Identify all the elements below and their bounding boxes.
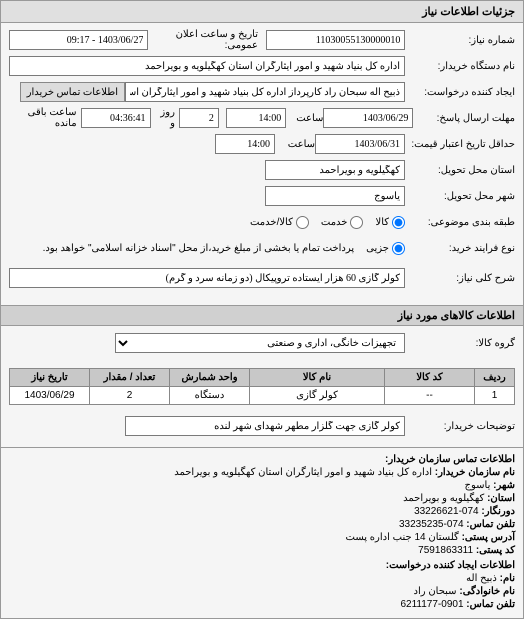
- cell-name: کولر گازی: [250, 387, 385, 405]
- goods-section-title: اطلاعات کالاهای مورد نیاز: [1, 305, 523, 326]
- buyer-contact-button[interactable]: اطلاعات تماس خریدار: [20, 82, 125, 102]
- row-province: استان محل تحویل:: [9, 159, 515, 181]
- response-deadline-label: مهلت ارسال پاسخ:: [413, 113, 515, 124]
- city-label: شهر محل تحویل:: [405, 191, 515, 202]
- row-need-title: شرح کلی نیاز:: [9, 267, 515, 289]
- row-need-number: شماره نیاز: تاریخ و ساعت اعلان عمومی:: [9, 29, 515, 51]
- col-unit: واحد شمارش: [170, 369, 250, 387]
- contact-section-title: اطلاعات تماس سازمان خریدار:: [9, 454, 515, 465]
- response-days[interactable]: [179, 108, 219, 128]
- row-city: شهر محل تحویل:: [9, 185, 515, 207]
- price-validity-label: حداقل تاریخ اعتبار قیمت:: [405, 139, 515, 150]
- contact-phone2: تلفن تماس: 0901-6211177: [9, 599, 515, 610]
- need-details-panel: جزئیات اطلاعات نیاز شماره نیاز: تاریخ و …: [0, 0, 524, 619]
- requester-label: ایجاد کننده درخواست:: [405, 87, 515, 98]
- response-deadline-date[interactable]: [323, 108, 413, 128]
- row-purchase-type: نوع فرایند خرید: جزیی پرداخت تمام یا بخش…: [9, 237, 515, 259]
- goods-table: ردیف کد کالا نام کالا واحد شمارش تعداد /…: [9, 368, 515, 405]
- panel-title: جزئیات اطلاعات نیاز: [1, 1, 523, 23]
- col-code: کد کالا: [385, 369, 475, 387]
- row-requester: ایجاد کننده درخواست: اطلاعات تماس خریدار: [9, 81, 515, 103]
- announce-datetime-input[interactable]: [9, 30, 148, 50]
- requester-info-title: اطلاعات ایجاد کننده درخواست:: [9, 560, 515, 571]
- col-date: تاریخ نیاز: [10, 369, 90, 387]
- contact-section: اطلاعات تماس سازمان خریدار: نام سازمان خ…: [1, 447, 523, 618]
- row-buyer-org: نام دستگاه خریدار:: [9, 55, 515, 77]
- contact-fax: دورنگار: 074-33226621: [9, 506, 515, 517]
- main-fields: شماره نیاز: تاریخ و ساعت اعلان عمومی: نا…: [1, 23, 523, 299]
- province-input[interactable]: [265, 160, 405, 180]
- time-label-1: ساعت: [286, 113, 323, 124]
- contact-org: نام سازمان خریدار: اداره کل بنیاد شهید و…: [9, 467, 515, 478]
- need-title-label: شرح کلی نیاز:: [405, 273, 515, 284]
- goods-group-label: گروه کالا:: [405, 338, 515, 349]
- buyer-desc-label: توضیحات خریدار:: [405, 421, 515, 432]
- radio-khedmat[interactable]: خدمت: [321, 216, 364, 229]
- radio-kala-khedmat-input[interactable]: [296, 216, 309, 229]
- row-subject-type: طبقه بندی موضوعی: کالا خدمت کالا/خدمت: [9, 211, 515, 233]
- price-validity-time[interactable]: [215, 134, 275, 154]
- days-label: روز و: [151, 107, 179, 129]
- col-qty: تعداد / مقدار: [90, 369, 170, 387]
- table-row[interactable]: 1 -- کولر گازی دستگاه 2 1403/06/29: [10, 387, 515, 405]
- subject-type-radios: کالا خدمت کالا/خدمت: [250, 216, 405, 229]
- need-number-input[interactable]: [266, 30, 405, 50]
- cell-date: 1403/06/29: [10, 387, 90, 405]
- radio-kala-khedmat[interactable]: کالا/خدمت: [250, 216, 309, 229]
- cell-unit: دستگاه: [170, 387, 250, 405]
- buyer-org-label: نام دستگاه خریدار:: [405, 61, 515, 72]
- announce-datetime-label: تاریخ و ساعت اعلان عمومی:: [148, 29, 258, 51]
- col-name: نام کالا: [250, 369, 385, 387]
- goods-table-wrap: ردیف کد کالا نام کالا واحد شمارش تعداد /…: [1, 364, 523, 409]
- cell-row: 1: [475, 387, 515, 405]
- radio-kala-input[interactable]: [392, 216, 405, 229]
- radio-jozei[interactable]: جزیی: [366, 242, 405, 255]
- response-remaining[interactable]: [81, 108, 151, 128]
- purchase-type-label: نوع فرایند خرید:: [405, 243, 515, 254]
- price-validity-date[interactable]: [315, 134, 405, 154]
- subject-type-label: طبقه بندی موضوعی:: [405, 217, 515, 228]
- contact-lastname: نام خانوادگی: سبحان راد: [9, 586, 515, 597]
- contact-province: استان: کهگیلویه و بویراحمد: [9, 493, 515, 504]
- table-header-row: ردیف کد کالا نام کالا واحد شمارش تعداد /…: [10, 369, 515, 387]
- radio-kala[interactable]: کالا: [375, 216, 405, 229]
- buyer-desc-input[interactable]: [125, 416, 405, 436]
- goods-group-select[interactable]: تجهیزات خانگی، اداری و صنعتی: [115, 333, 405, 353]
- contact-address: آدرس پستی: گلستان 14 جنب اداره پست: [9, 532, 515, 543]
- row-price-validity: حداقل تاریخ اعتبار قیمت: ساعت: [9, 133, 515, 155]
- col-row: ردیف: [475, 369, 515, 387]
- radio-khedmat-input[interactable]: [350, 216, 363, 229]
- contact-firstname: نام: ذبیح اله: [9, 573, 515, 584]
- contact-city: شهر: یاسوج: [9, 480, 515, 491]
- remaining-label: ساعت باقی مانده: [9, 107, 81, 129]
- contact-phone: تلفن تماس: 074-33235235: [9, 519, 515, 530]
- purchase-note: پرداخت تمام یا بخشی از مبلغ خرید،از محل …: [43, 243, 367, 254]
- radio-jozei-input[interactable]: [392, 242, 405, 255]
- row-goods-group: گروه کالا: تجهیزات خانگی، اداری و صنعتی: [9, 332, 515, 354]
- need-number-label: شماره نیاز:: [405, 35, 515, 46]
- need-title-input[interactable]: [9, 268, 405, 288]
- city-input[interactable]: [265, 186, 405, 206]
- contact-postal: کد پستی: 7591863311: [9, 545, 515, 556]
- time-label-2: ساعت: [275, 139, 315, 150]
- cell-qty: 2: [90, 387, 170, 405]
- cell-code: --: [385, 387, 475, 405]
- goods-section: گروه کالا: تجهیزات خانگی، اداری و صنعتی: [1, 326, 523, 364]
- buyer-desc-section: توضیحات خریدار:: [1, 409, 523, 447]
- province-label: استان محل تحویل:: [405, 165, 515, 176]
- requester-input[interactable]: [125, 82, 405, 102]
- purchase-type-radios: جزیی: [366, 242, 405, 255]
- row-response-deadline: مهلت ارسال پاسخ: ساعت روز و ساعت باقی ما…: [9, 107, 515, 129]
- response-deadline-time[interactable]: [226, 108, 286, 128]
- row-buyer-desc: توضیحات خریدار:: [9, 415, 515, 437]
- buyer-org-input[interactable]: [9, 56, 405, 76]
